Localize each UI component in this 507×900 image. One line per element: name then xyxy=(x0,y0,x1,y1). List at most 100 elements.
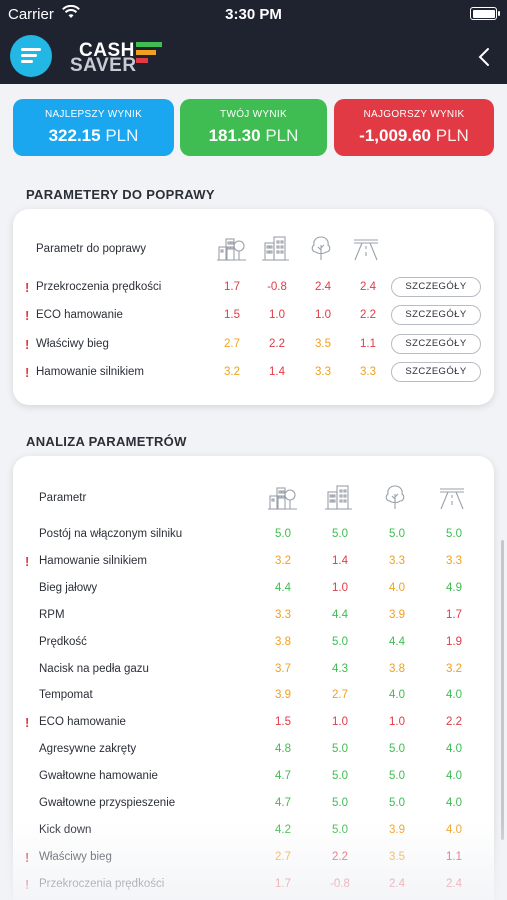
score-value: 5.0 xyxy=(332,743,348,756)
tree-icon xyxy=(308,235,334,264)
score-value: 5.0 xyxy=(389,770,405,783)
buildings-icon xyxy=(325,484,353,513)
table-row: Gwałtowne hamowanie 4.7 5.0 5.0 4.0 xyxy=(13,766,494,788)
parameter-name: Prędkość xyxy=(39,635,87,648)
score-value: 3.5 xyxy=(315,337,331,350)
score-value: 1.5 xyxy=(224,309,240,322)
parameter-name: Agresywne zakręty xyxy=(39,743,137,756)
score-value: 2.2 xyxy=(446,716,462,729)
table-row: ! Przekroczenia prędkości 1.7 -0.8 2.4 2.4 SZC… xyxy=(13,277,494,299)
score-value: 2.2 xyxy=(269,337,285,350)
improve-panel: Parametr do poprawy! Przekroczenia prędko… xyxy=(13,209,494,405)
details-button[interactable]: SZCZEGÓŁY xyxy=(391,305,481,326)
parameter-name: Przekroczenia prędkości xyxy=(39,877,165,890)
score-value: 3.3 xyxy=(315,365,331,378)
warning-icon: ! xyxy=(25,280,30,295)
score-value: 3.3 xyxy=(275,608,291,621)
score-value: 1.0 xyxy=(389,716,405,729)
score-value: 5.0 xyxy=(332,528,348,540)
city-icon xyxy=(217,235,247,264)
best-score-label: NAJLEPSZY WYNIK xyxy=(44,109,143,120)
score-value: 4.9 xyxy=(446,581,462,594)
table-row: ! ECO hamowanie 1.5 1.0 1.0 2.2 xyxy=(13,712,494,734)
score-value: 4.0 xyxy=(446,770,462,783)
score-value: 4.0 xyxy=(446,689,462,702)
score-value: 1.1 xyxy=(360,337,376,350)
table-row: ! Właściwy bieg 2.7 2.2 3.5 1.1 SZCZEGÓŁY xyxy=(13,333,494,356)
table-row: RPM 3.3 4.4 3.9 1.7 xyxy=(13,605,494,627)
score-value: 5.0 xyxy=(332,635,348,648)
score-value: 1.4 xyxy=(269,365,285,378)
tree-icon xyxy=(382,484,408,513)
score-value: 4.4 xyxy=(332,608,348,621)
score-value: 1.9 xyxy=(446,635,462,648)
score-value: 3.8 xyxy=(389,662,405,675)
details-button[interactable]: SZCZEGÓŁY xyxy=(391,333,481,354)
score-value: 3.9 xyxy=(389,823,405,836)
parameter-name: RPM xyxy=(39,608,65,621)
score-value: 4.3 xyxy=(332,662,348,675)
score-value: 3.3 xyxy=(360,365,376,378)
details-button[interactable]: SZCZEGÓŁY xyxy=(391,361,481,382)
score-value: 1.0 xyxy=(269,309,285,322)
score-value: 4.4 xyxy=(275,581,291,594)
column-header-parameter: Parametr xyxy=(39,492,87,504)
score-value: 3.3 xyxy=(389,554,405,567)
score-value: 4.8 xyxy=(275,743,291,756)
score-value: 1.0 xyxy=(315,309,331,322)
parameter-name: Hamowanie silnikiem xyxy=(39,554,148,567)
score-value: 3.2 xyxy=(446,662,462,675)
chevron-left-icon xyxy=(478,48,489,66)
best-score-unit: PLN xyxy=(105,126,139,145)
parameter-name: Przekroczenia prędkości xyxy=(36,281,162,293)
parameter-name: ECO hamowanie xyxy=(36,309,123,322)
score-value: 2.4 xyxy=(315,281,331,293)
parameter-name: Kick down xyxy=(39,823,92,836)
score-value: 1.7 xyxy=(275,877,291,890)
warning-icon: ! xyxy=(25,553,30,569)
details-button[interactable]: SZCZEGÓŁY xyxy=(391,277,481,297)
score-value: 2.7 xyxy=(224,337,240,350)
scrollbar[interactable] xyxy=(501,540,504,840)
score-value: 3.8 xyxy=(275,635,291,648)
parameter-name: Gwałtowne hamowanie xyxy=(39,770,158,783)
table-row: ! ECO hamowanie 1.5 1.0 1.0 2.2 SZCZEGÓŁY xyxy=(13,305,494,327)
battery-icon xyxy=(470,7,500,20)
table-row: Nacisk na pedła gazu 3.7 4.3 3.8 3.2 xyxy=(13,659,494,681)
table-row: ! Przekroczenia prędkości 1.7 -0.8 2.4 2.4 xyxy=(13,874,494,896)
score-value: 3.5 xyxy=(389,850,405,863)
score-value: 4.0 xyxy=(446,743,462,756)
score-value: 1.7 xyxy=(446,608,462,621)
back-button[interactable] xyxy=(475,46,495,68)
your-score-label: TWÓJ WYNIK xyxy=(220,109,287,120)
score-value: 1.0 xyxy=(332,581,348,594)
warning-icon: ! xyxy=(25,336,30,352)
menu-button[interactable] xyxy=(10,35,52,77)
table-row: Prędkość 3.8 5.0 4.4 1.9 xyxy=(13,632,494,654)
worst-score-unit: PLN xyxy=(435,126,469,145)
score-value: 2.7 xyxy=(275,850,291,863)
score-value: 1.7 xyxy=(224,281,240,293)
score-value: 2.2 xyxy=(332,850,348,863)
best-score-card: NAJLEPSZY WYNIK 322.15 PLN xyxy=(13,99,174,156)
score-value: 3.3 xyxy=(446,554,462,567)
clock: 3:30 PM xyxy=(225,6,282,23)
best-score-value: 322.15 xyxy=(48,126,101,145)
parameter-name: Postój na włączonym silniku xyxy=(39,528,183,540)
score-value: 3.9 xyxy=(389,608,405,621)
table-header: Parametr xyxy=(13,485,494,510)
score-value: 3.2 xyxy=(275,554,291,567)
your-score-unit: PLN xyxy=(265,126,299,145)
logo-word-saver: SAVER xyxy=(70,55,137,76)
table-row: ! Właściwy bieg 2.7 2.2 3.5 1.1 xyxy=(13,847,494,869)
carrier-label: Carrier xyxy=(8,6,54,23)
parameter-name: Bieg jałowy xyxy=(39,581,98,594)
warning-icon: ! xyxy=(25,364,30,380)
warning-icon: ! xyxy=(25,715,30,731)
table-row: ! Hamowanie silnikiem 3.2 1.4 3.3 3.3 SZCZEGÓŁ… xyxy=(13,361,494,384)
score-value: 5.0 xyxy=(389,743,405,756)
table-row: Tempomat 3.9 2.7 4.0 4.0 xyxy=(13,685,494,707)
score-value: 5.0 xyxy=(332,797,348,809)
table-row: Postój na włączonym silniku 5.0 5.0 5.0 5.0 xyxy=(13,524,494,546)
score-value: 4.0 xyxy=(446,823,462,836)
